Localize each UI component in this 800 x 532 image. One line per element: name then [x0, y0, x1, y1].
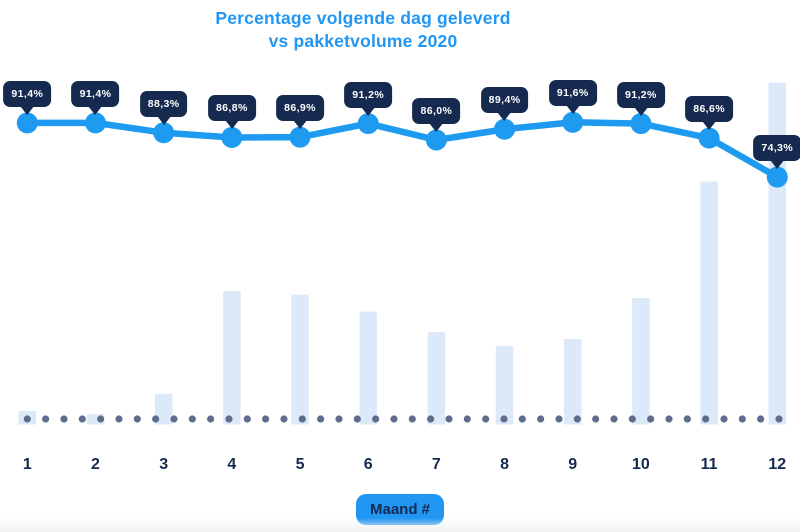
baseline-dot [243, 415, 251, 423]
x-axis-tick: 1 [22, 456, 32, 473]
baseline-dot [408, 415, 416, 423]
data-point-marker [221, 126, 243, 148]
volume-bar [563, 339, 582, 425]
baseline-dot [335, 415, 343, 423]
x-axis-tick: 6 [363, 456, 373, 473]
baseline-dot [152, 415, 160, 423]
baseline-dot [665, 415, 673, 423]
baseline-dot [353, 415, 361, 423]
chart-title-line-1: Percentage volgende dag geleverd [215, 8, 511, 28]
baseline-dot [207, 415, 215, 423]
volume-bar [427, 332, 446, 425]
data-point-marker [494, 118, 516, 140]
x-axis-tick: 3 [159, 456, 169, 473]
x-axis-tick: 4 [227, 456, 237, 473]
data-point-marker [16, 112, 38, 134]
chart-title: Percentage volgende dag geleverd vs pakk… [215, 7, 510, 53]
baseline-dot [647, 415, 655, 423]
volume-bar [632, 297, 650, 425]
data-point-marker [766, 166, 788, 188]
page-bottom-band [0, 518, 800, 532]
volume-bar [768, 82, 787, 425]
baseline-dot [97, 415, 105, 423]
data-point-marker [153, 122, 175, 144]
data-point-marker [698, 127, 720, 149]
x-axis-tick: 8 [500, 456, 509, 473]
baseline-dot [738, 415, 746, 423]
volume-bars-layer [18, 82, 787, 425]
baseline-dot [537, 415, 545, 423]
x-axis-tick: 12 [768, 456, 787, 473]
baseline-dot [500, 415, 508, 423]
baseline-dot [60, 415, 68, 423]
baseline-dot [482, 415, 490, 423]
baseline-dot [720, 415, 728, 423]
baseline-dot [78, 415, 86, 423]
baseline-dot [317, 415, 325, 423]
volume-bar [359, 311, 377, 425]
x-axis-tick: 11 [700, 456, 718, 473]
data-point-marker [562, 111, 584, 133]
x-axis-tick: 2 [91, 456, 100, 473]
baseline-dot [225, 415, 233, 423]
trend-line [24, 119, 781, 181]
data-point-marker [425, 129, 447, 151]
baseline-dot [170, 415, 178, 423]
baseline-dot [592, 415, 600, 423]
baseline-dot [42, 415, 50, 423]
baseline-dot [372, 415, 380, 423]
data-point-marker [630, 113, 652, 135]
x-axis-tick: 5 [295, 456, 305, 473]
data-point-marker [84, 112, 106, 134]
baseline-dot [610, 415, 618, 423]
baseline-dot [298, 415, 306, 423]
volume-bar [291, 294, 309, 425]
baseline-dot [115, 415, 123, 423]
baseline-dot [757, 415, 765, 423]
dotted-baseline [23, 415, 783, 423]
baseline-dot [463, 415, 471, 423]
baseline-dot [188, 415, 196, 423]
baseline-dot [280, 415, 288, 423]
volume-bar [495, 345, 514, 425]
volume-bar [700, 181, 718, 425]
baseline-dot [573, 415, 581, 423]
baseline-dot [23, 415, 31, 423]
baseline-dot [427, 415, 435, 423]
baseline-dot [683, 415, 691, 423]
trend-line-layer [16, 111, 788, 188]
data-point-marker [357, 113, 379, 135]
baseline-dot [555, 415, 563, 423]
volume-bar [154, 393, 173, 425]
x-axis-tick: 9 [568, 456, 578, 473]
data-point-marker [289, 126, 311, 148]
baseline-dot [390, 415, 398, 423]
volume-bar [223, 291, 241, 425]
chart-title-line-2: vs pakketvolume 2020 [268, 31, 458, 51]
baseline-dot [518, 415, 526, 423]
baseline-dot [628, 415, 636, 423]
baseline-dot [702, 415, 710, 423]
baseline-dot [445, 415, 453, 423]
x-axis-tick: 7 [431, 456, 441, 473]
baseline-dot [262, 415, 270, 423]
baseline-dot [775, 415, 783, 423]
x-axis-tick: 10 [632, 456, 650, 473]
baseline-dot [133, 415, 141, 423]
